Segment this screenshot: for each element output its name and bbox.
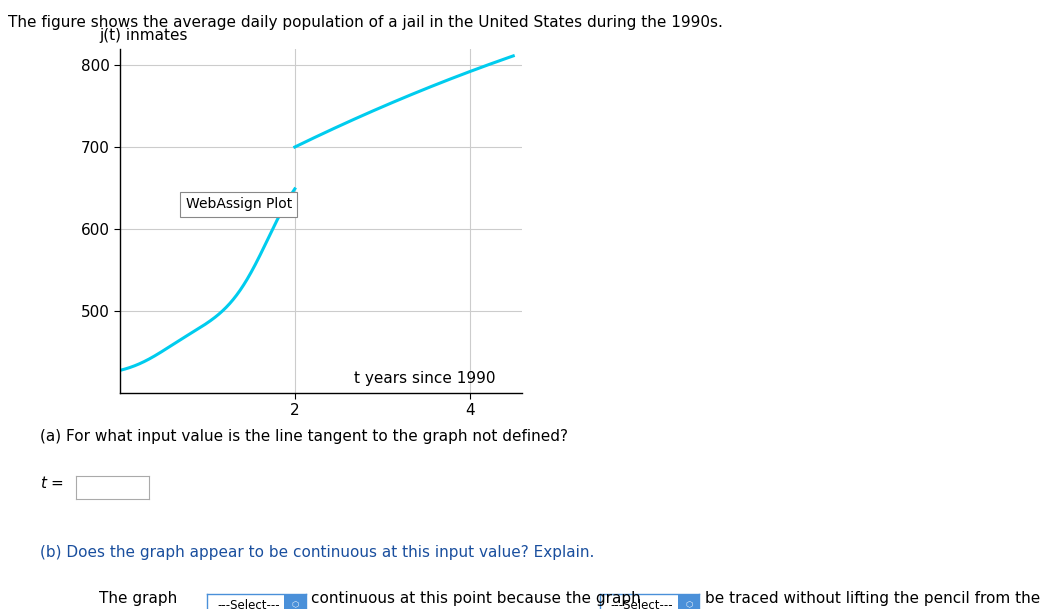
Text: ⬡: ⬡ <box>685 600 692 609</box>
Text: (b) Does the graph appear to be continuous at this input value? Explain.: (b) Does the graph appear to be continuo… <box>40 545 594 560</box>
Text: j(t) inmates: j(t) inmates <box>99 27 188 43</box>
Text: The figure shows the average daily population of a jail in the United States dur: The figure shows the average daily popul… <box>8 15 723 30</box>
Bar <box>678 594 699 609</box>
Text: (a) For what input value is the line tangent to the graph not defined?: (a) For what input value is the line tan… <box>40 429 568 445</box>
Text: ---Select---: ---Select--- <box>217 599 280 609</box>
Text: ---Select---: ---Select--- <box>611 599 673 609</box>
Text: continuous at this point because the graph: continuous at this point because the gra… <box>311 591 641 606</box>
Text: The graph: The graph <box>99 591 177 606</box>
Text: ⬡: ⬡ <box>291 600 299 609</box>
Bar <box>284 594 306 609</box>
Text: $t$ =: $t$ = <box>40 475 64 491</box>
Text: WebAssign Plot: WebAssign Plot <box>186 197 292 211</box>
Text: t years since 1990: t years since 1990 <box>354 371 496 386</box>
Text: be traced without lifting the pencil from the page.: be traced without lifting the pencil fro… <box>705 591 1044 606</box>
